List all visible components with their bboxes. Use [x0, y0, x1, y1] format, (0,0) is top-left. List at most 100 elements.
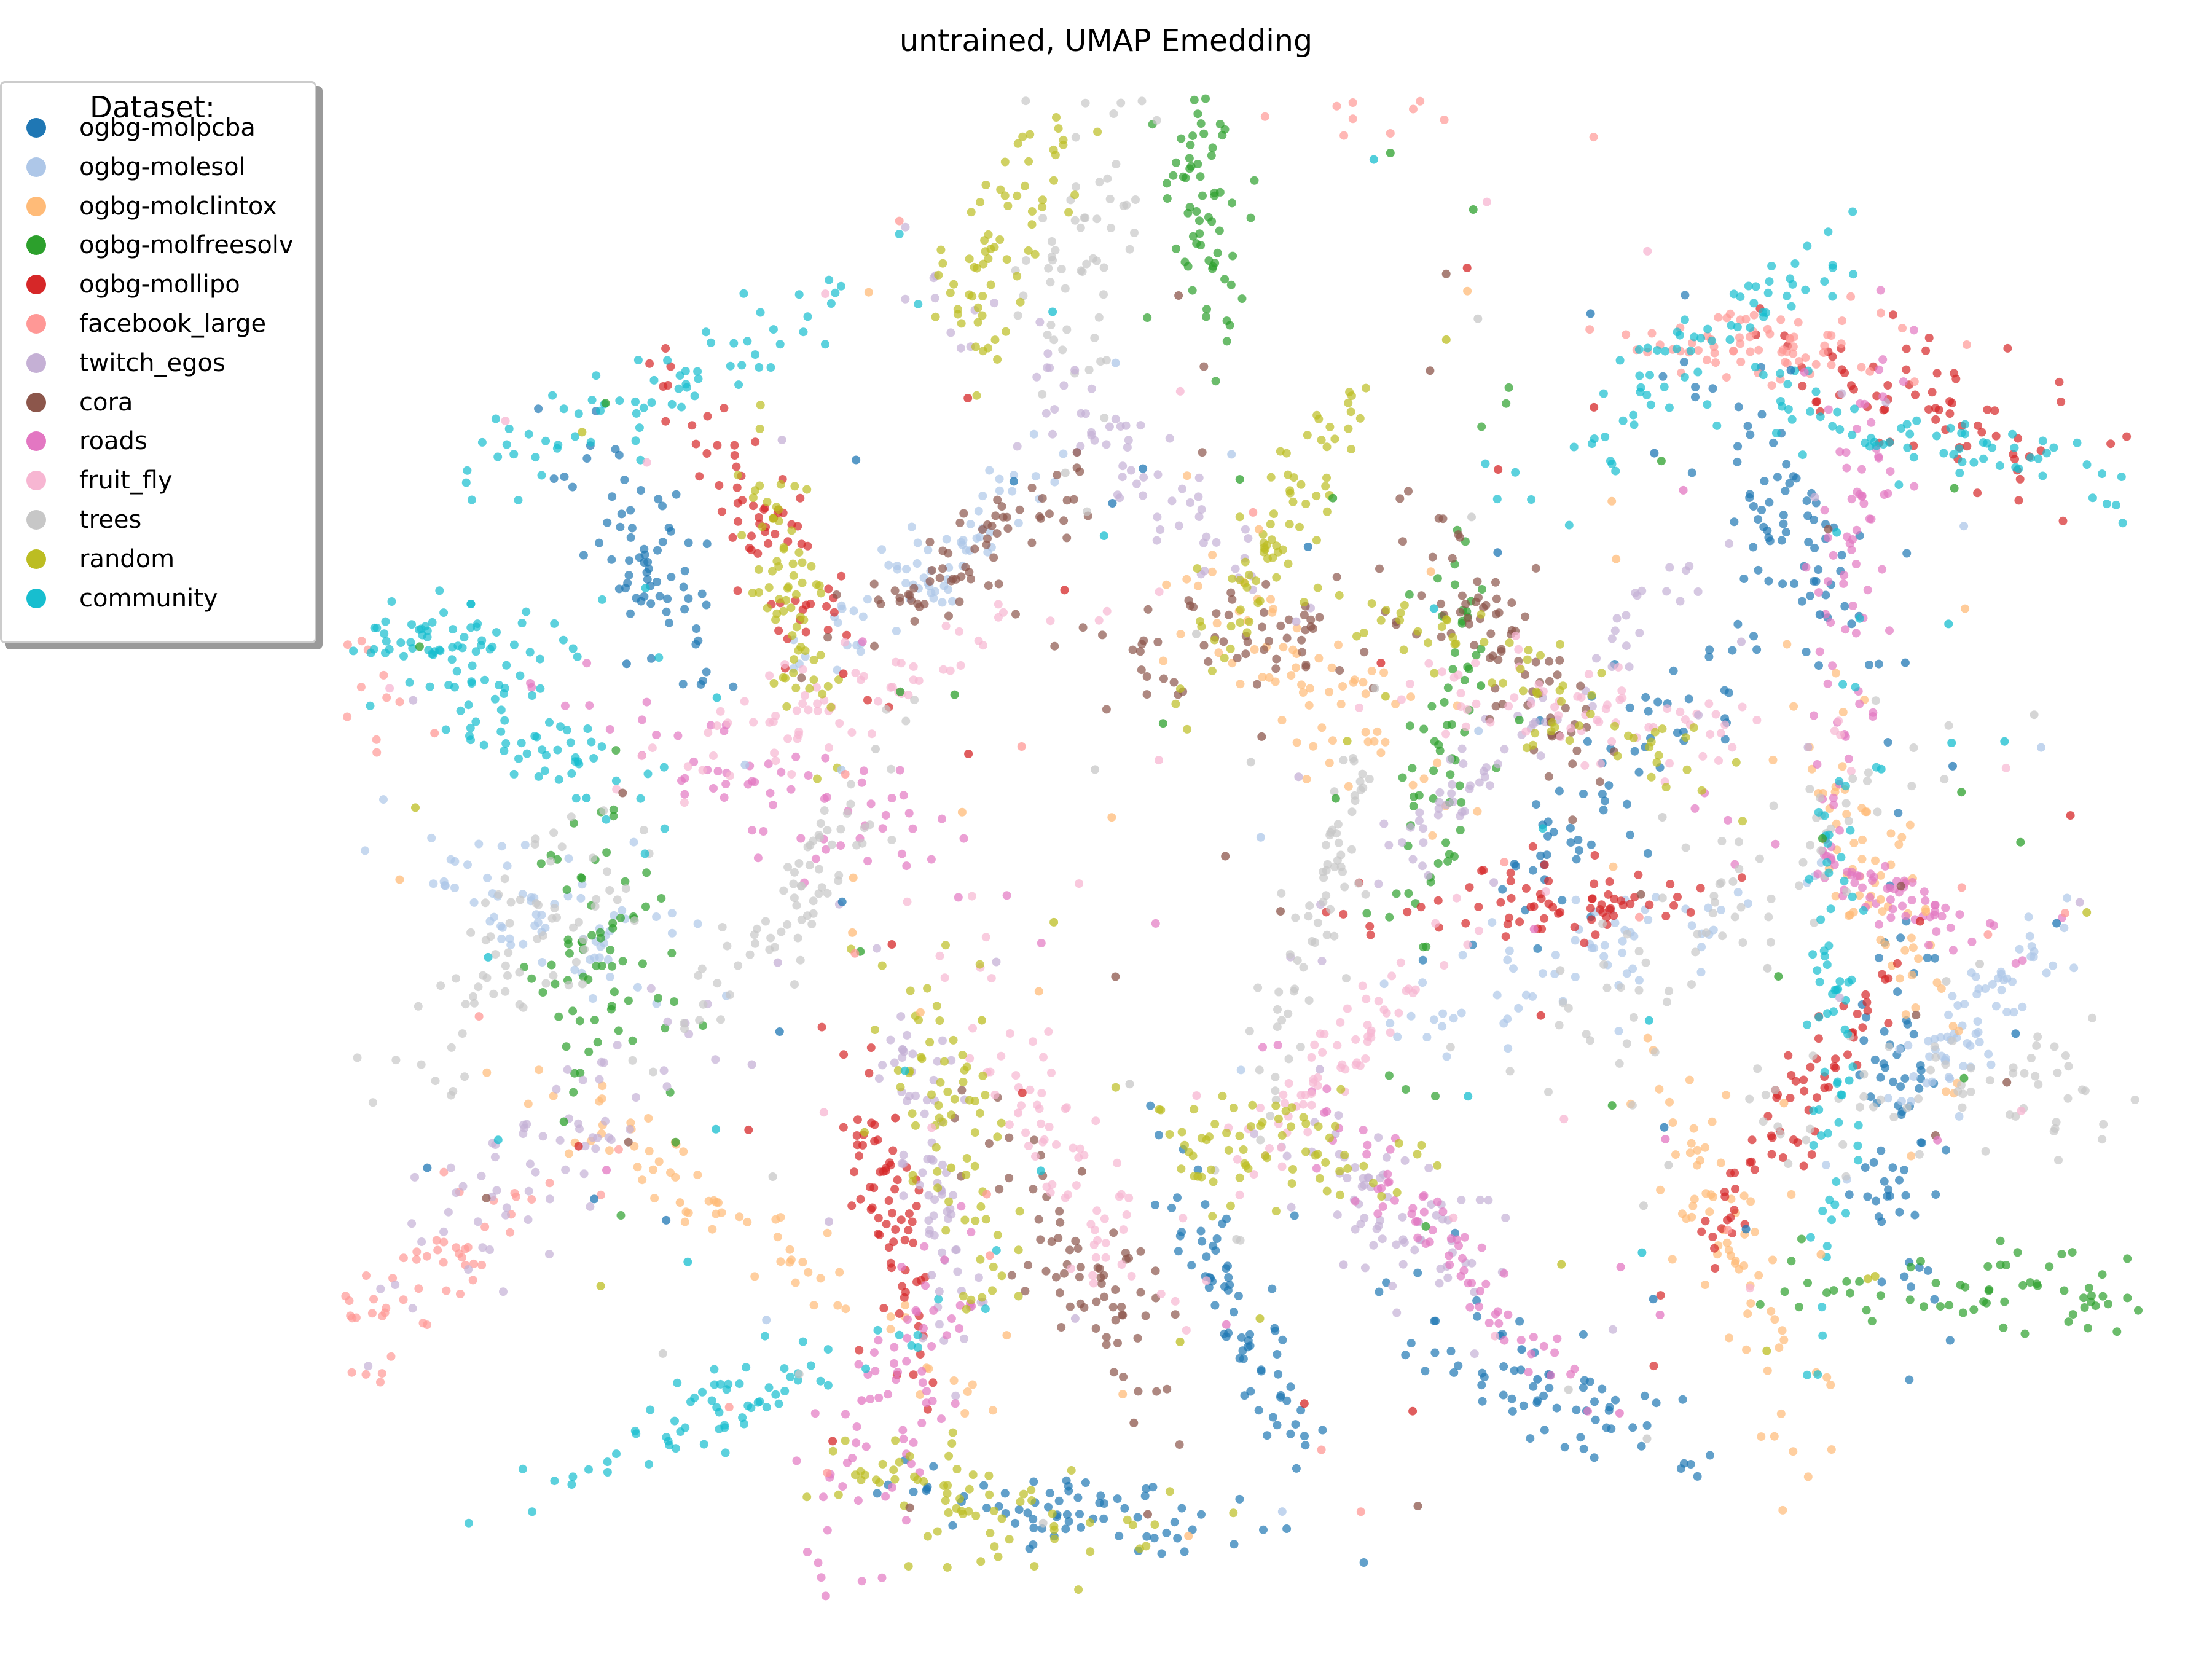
scatter-point: [1153, 470, 1163, 479]
scatter-point: [1419, 774, 1429, 783]
scatter-point: [1268, 553, 1277, 562]
scatter-point: [1126, 466, 1135, 475]
scatter-point: [1983, 930, 1993, 939]
scatter-point: [941, 1496, 950, 1505]
scatter-point: [950, 690, 959, 699]
scatter-point: [1142, 1532, 1151, 1541]
scatter-point: [1070, 1314, 1080, 1323]
scatter-point: [1061, 284, 1070, 293]
scatter-point: [903, 1333, 912, 1343]
scatter-point: [867, 729, 876, 739]
scatter-point: [598, 595, 607, 604]
scatter-point: [975, 533, 984, 542]
scatter-point: [803, 842, 812, 852]
scatter-point: [1574, 836, 1583, 844]
scatter-point: [2053, 1068, 2062, 1077]
scatter-point: [1540, 860, 1549, 869]
scatter-point: [998, 512, 1008, 522]
scatter-point: [1287, 1122, 1296, 1131]
scatter-point: [1854, 1156, 1863, 1165]
scatter-point: [1802, 648, 1811, 656]
scatter-point: [1824, 525, 1833, 534]
scatter-point: [952, 1465, 962, 1473]
legend-label: twitch_egos: [79, 348, 226, 377]
scatter-point: [913, 538, 922, 547]
scatter-point: [1802, 1135, 1811, 1145]
scatter-point: [1634, 767, 1644, 777]
scatter-point: [1111, 414, 1120, 423]
scatter-point: [1703, 355, 1712, 364]
scatter-point: [1277, 1507, 1287, 1516]
scatter-point: [484, 952, 493, 962]
scatter-point: [571, 432, 579, 441]
scatter-point: [1955, 444, 1964, 453]
scatter-point: [2026, 952, 2036, 961]
scatter-point: [732, 483, 742, 492]
scatter-point: [1822, 960, 1832, 970]
scatter-point: [1851, 683, 1860, 692]
scatter-point: [1271, 1207, 1281, 1216]
scatter-point: [870, 641, 879, 651]
scatter-point: [901, 1516, 911, 1525]
scatter-point: [590, 1016, 599, 1025]
scatter-point: [908, 1177, 917, 1186]
scatter-point: [1886, 913, 1896, 922]
scatter-point: [1582, 1030, 1591, 1039]
scatter-point: [1451, 639, 1461, 648]
scatter-point: [1709, 892, 1719, 901]
scatter-point: [1610, 626, 1620, 635]
scatter-point: [803, 312, 812, 321]
legend-item-fruit-fly: fruit_fly: [26, 462, 173, 499]
scatter-point: [944, 1197, 954, 1206]
scatter-point: [1489, 878, 1499, 887]
scatter-point: [1125, 245, 1134, 254]
scatter-point: [754, 565, 763, 574]
series-ogbg-molfreesolv: [519, 94, 2143, 1338]
scatter-point: [1838, 680, 1848, 689]
scatter-point: [1450, 852, 1459, 861]
scatter-point: [750, 1272, 759, 1281]
scatter-point: [901, 716, 911, 726]
scatter-point: [1030, 1562, 1039, 1571]
scatter-point: [1675, 331, 1684, 340]
scatter-point: [1653, 697, 1663, 707]
scatter-point: [921, 1281, 930, 1290]
scatter-point: [595, 953, 604, 962]
scatter-point: [1314, 654, 1324, 663]
scatter-point: [839, 669, 848, 678]
scatter-point: [891, 1113, 900, 1123]
scatter-point: [1878, 392, 1888, 401]
scatter-point: [1475, 778, 1484, 787]
scatter-point: [1504, 702, 1513, 711]
scatter-point: [1284, 1009, 1293, 1018]
scatter-point: [1867, 1317, 1877, 1326]
scatter-point: [1878, 355, 1888, 364]
scatter-point: [1451, 648, 1459, 657]
scatter-point: [1413, 1502, 1422, 1511]
scatter-point: [1984, 1049, 1993, 1059]
scatter-point: [1866, 1092, 1875, 1102]
scatter-point: [1229, 1508, 1238, 1518]
scatter-point: [2098, 1270, 2107, 1279]
scatter-point: [1351, 1035, 1360, 1044]
series-ogbg-molpcba: [534, 291, 1955, 1567]
scatter-point: [1179, 1214, 1188, 1223]
scatter-point: [1013, 311, 1022, 320]
scatter-point: [602, 815, 611, 824]
scatter-point: [1322, 473, 1331, 482]
scatter-point: [1869, 1102, 1878, 1112]
scatter-point: [680, 567, 689, 576]
scatter-point: [630, 1426, 640, 1435]
scatter-point: [1207, 1165, 1215, 1174]
scatter-point: [796, 493, 805, 503]
scatter-point: [1351, 1196, 1360, 1206]
legend-label: facebook_large: [79, 310, 267, 338]
scatter-point: [1196, 1226, 1206, 1236]
scatter-point: [361, 1370, 371, 1379]
scatter-point: [1840, 876, 1849, 885]
scatter-point: [574, 409, 583, 418]
scatter-point: [1564, 520, 1574, 530]
scatter-point: [1484, 1196, 1493, 1205]
scatter-point: [586, 437, 595, 447]
scatter-point: [1810, 543, 1819, 552]
